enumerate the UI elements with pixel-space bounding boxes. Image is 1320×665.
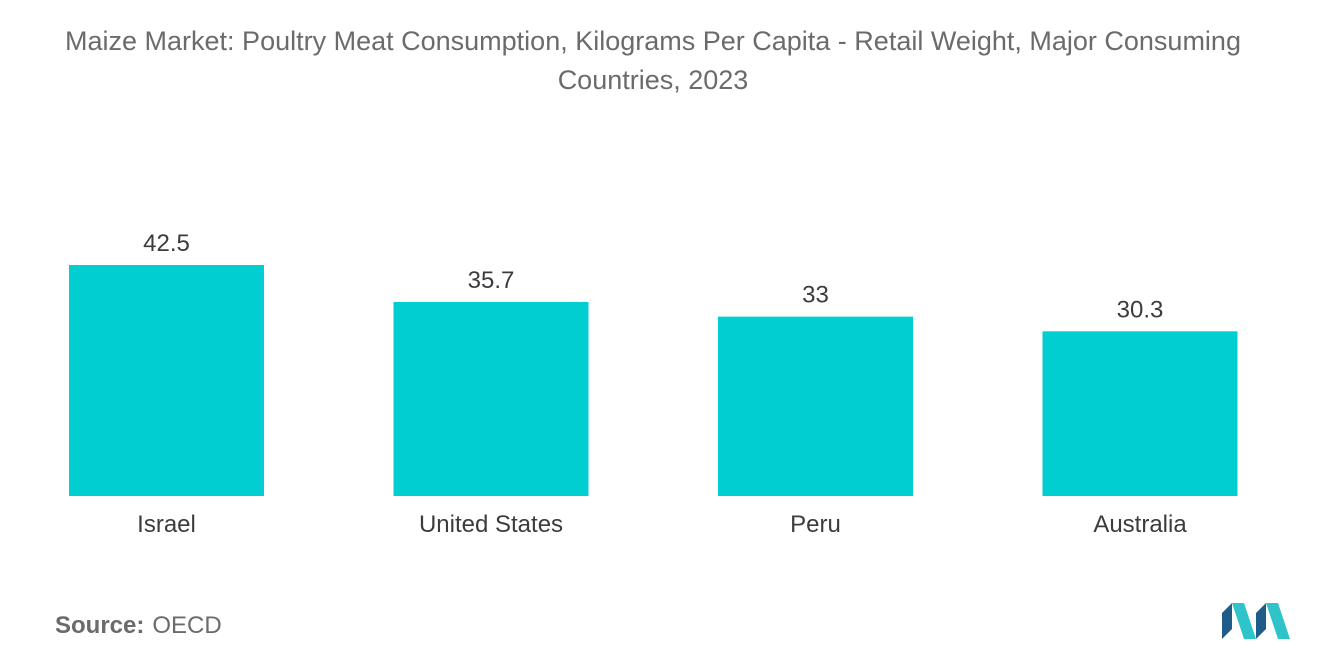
source-label: Source: — [55, 612, 145, 639]
value-label: 33 — [802, 282, 829, 309]
category-label: Australia — [1093, 511, 1187, 538]
bars-group — [69, 265, 1238, 496]
value-labels-group: 42.5 35.7 33 30.3 — [143, 230, 1163, 323]
value-label: 30.3 — [1117, 296, 1164, 323]
category-label: Israel — [137, 511, 196, 538]
bar-australia — [1042, 331, 1238, 496]
brand-logo-icon — [1222, 603, 1290, 639]
value-label: 42.5 — [143, 230, 190, 257]
bar-peru — [718, 316, 913, 496]
category-label: Peru — [790, 511, 841, 538]
chart-title: Maize Market: Poultry Meat Consumption, … — [65, 26, 1241, 95]
bar-israel — [69, 265, 264, 496]
source-value: OECD — [152, 612, 222, 639]
category-labels-group: Israel United States Peru Australia — [137, 511, 1187, 538]
value-label: 35.7 — [468, 267, 515, 294]
source-note: Source: OECD — [55, 612, 222, 640]
category-label: United States — [419, 511, 563, 538]
bar-united-states — [393, 301, 589, 496]
